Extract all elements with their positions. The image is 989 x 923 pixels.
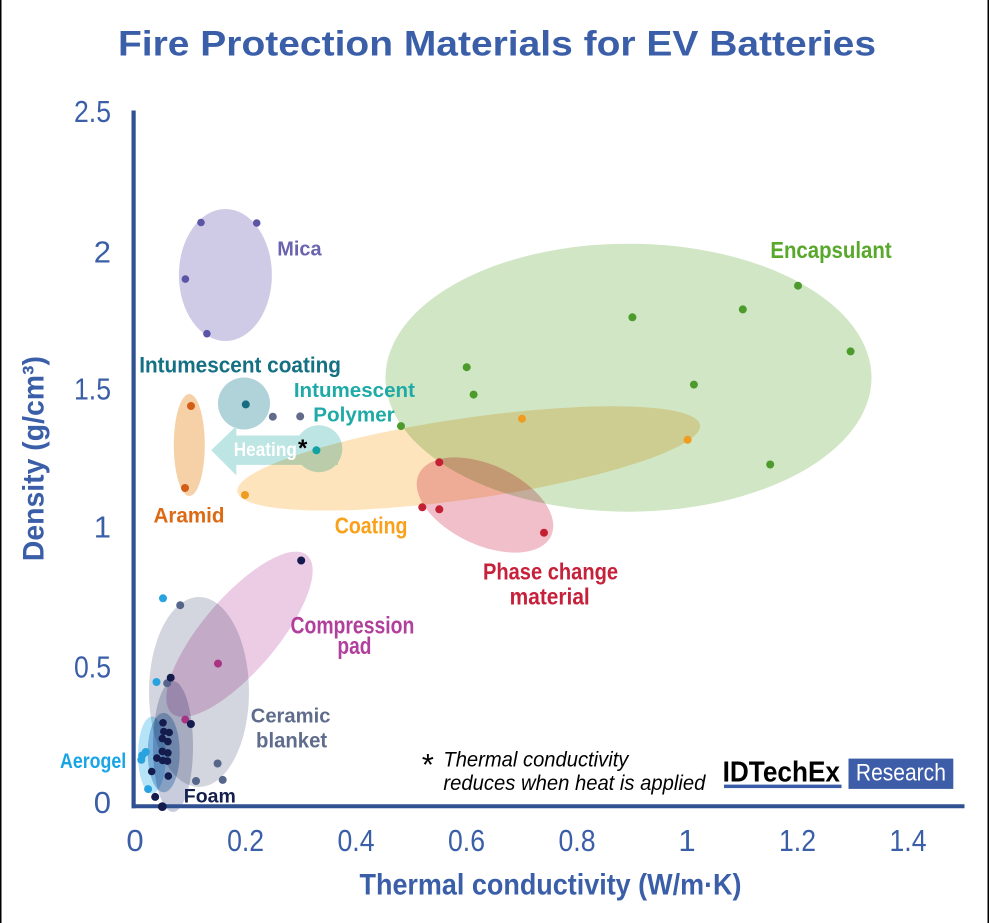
svg-text:1.5: 1.5 — [74, 372, 111, 407]
svg-text:Mica: Mica — [277, 237, 322, 260]
svg-text:Coating: Coating — [335, 513, 408, 539]
svg-text:0.5: 0.5 — [74, 650, 111, 685]
svg-text:0: 0 — [94, 785, 111, 820]
svg-text:reduces when heat is applied: reduces when heat is applied — [443, 771, 706, 795]
svg-text:IDTechEx: IDTechEx — [723, 757, 841, 789]
svg-text:Aerogel: Aerogel — [60, 750, 126, 773]
svg-text:Intumescent: Intumescent — [294, 380, 415, 402]
svg-text:2: 2 — [94, 235, 111, 270]
svg-text:Foam: Foam — [184, 787, 236, 808]
svg-text:0.4: 0.4 — [338, 823, 375, 858]
svg-text:Encapsulant: Encapsulant — [770, 237, 892, 263]
svg-text:material: material — [510, 583, 590, 609]
svg-text:0: 0 — [126, 823, 143, 858]
svg-text:0.6: 0.6 — [448, 823, 485, 858]
svg-text:*: * — [298, 435, 308, 462]
svg-text:0.8: 0.8 — [559, 823, 596, 858]
svg-text:Ceramic: Ceramic — [251, 705, 331, 728]
svg-text:Polymer: Polymer — [313, 405, 395, 427]
svg-text:blanket: blanket — [256, 730, 327, 753]
svg-text:Thermal conductivity (W/m·K): Thermal conductivity (W/m·K) — [360, 869, 742, 902]
svg-text:1: 1 — [678, 823, 695, 858]
svg-text:Aramid: Aramid — [154, 505, 225, 528]
svg-text:2.5: 2.5 — [74, 94, 111, 129]
svg-text:Compression: Compression — [291, 612, 415, 639]
svg-text:1: 1 — [94, 510, 111, 545]
svg-text:1.2: 1.2 — [779, 823, 816, 858]
svg-text:Heating: Heating — [234, 440, 297, 461]
svg-text:Thermal conductivity: Thermal conductivity — [443, 748, 629, 772]
svg-text:Phase change: Phase change — [483, 558, 618, 584]
svg-text:Research: Research — [856, 760, 946, 787]
svg-text:1.4: 1.4 — [890, 823, 927, 858]
svg-text:0.2: 0.2 — [227, 823, 264, 858]
svg-text:Fire Protection Materials for: Fire Protection Materials for EV Batteri… — [118, 25, 876, 64]
svg-text:pad: pad — [337, 633, 371, 660]
svg-text:*: * — [421, 747, 434, 782]
svg-text:Intumescent coating: Intumescent coating — [139, 352, 341, 377]
svg-text:Density (g/cm³): Density (g/cm³) — [18, 356, 51, 561]
